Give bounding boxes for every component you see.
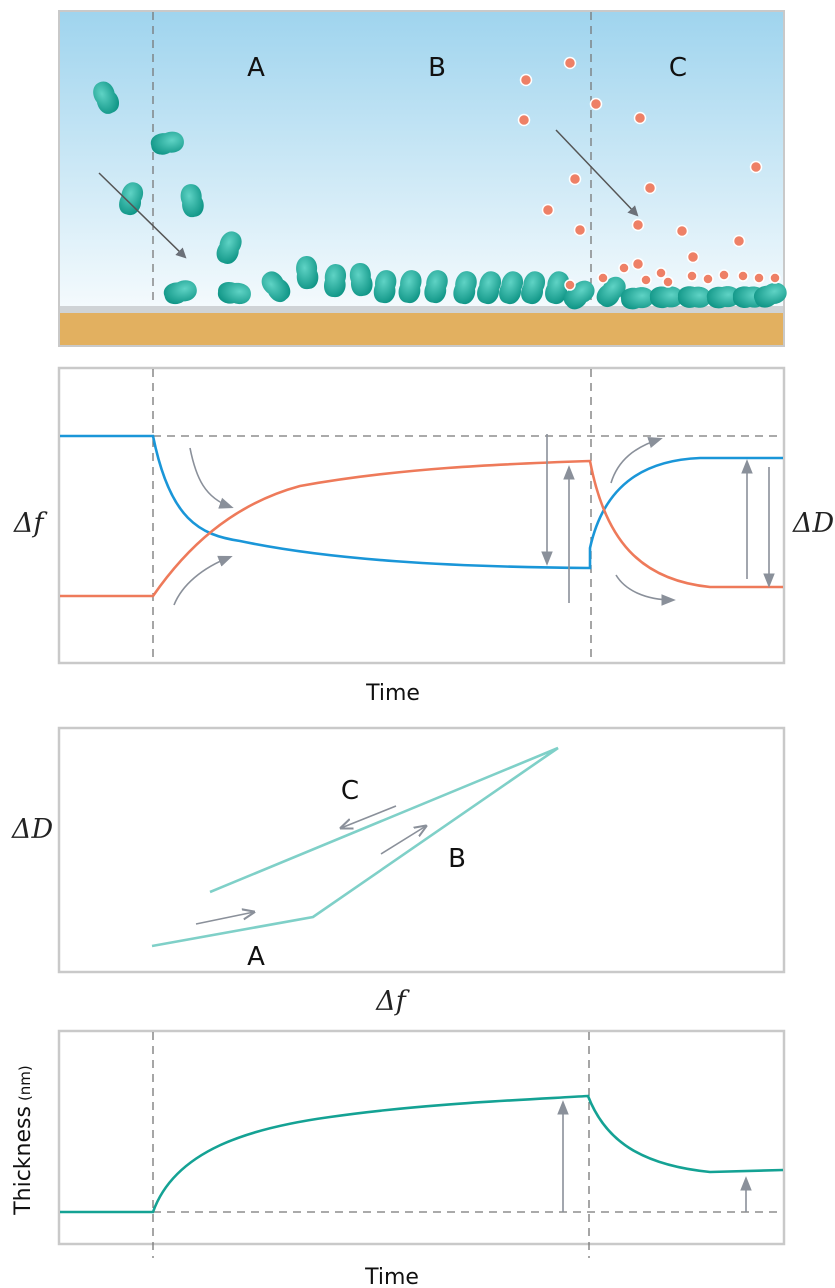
particle bbox=[568, 172, 582, 186]
arrow bbox=[380, 826, 426, 855]
particle bbox=[589, 97, 603, 111]
protein bbox=[620, 287, 654, 310]
frequency-dissipation-panel: Δf ΔD Time bbox=[13, 366, 834, 706]
dissipation-curve bbox=[60, 459, 783, 598]
particle bbox=[519, 73, 533, 87]
protein bbox=[163, 280, 197, 305]
substrate bbox=[60, 313, 783, 345]
panel3-frame bbox=[57, 726, 786, 974]
time-axis-label: Time bbox=[365, 681, 420, 706]
trend-arrows bbox=[195, 805, 426, 925]
arrow bbox=[341, 805, 397, 828]
time-axis-label: Time bbox=[364, 1265, 419, 1288]
particle bbox=[662, 276, 674, 288]
delta-d-label: ΔD bbox=[792, 508, 834, 539]
particle bbox=[732, 234, 746, 248]
trend-arrows bbox=[173, 434, 775, 606]
particle-approach-arrow bbox=[555, 129, 639, 217]
particle bbox=[618, 262, 630, 274]
protein bbox=[545, 271, 570, 305]
protein bbox=[398, 270, 422, 304]
protein bbox=[216, 231, 242, 264]
protein-approach-arrow bbox=[98, 172, 187, 259]
segment-label-a: A bbox=[247, 942, 265, 972]
falling-proteins bbox=[93, 81, 242, 264]
delta-f-label: Δf bbox=[13, 508, 47, 539]
thickness-axis-label: Thickness(nm) bbox=[11, 1065, 36, 1216]
arrow bbox=[610, 437, 663, 484]
particle bbox=[686, 250, 700, 264]
region-label-c: C bbox=[669, 53, 687, 83]
change-arrows bbox=[557, 1100, 752, 1212]
panel4-frame bbox=[57, 1029, 786, 1246]
particle bbox=[633, 111, 647, 125]
particle bbox=[769, 272, 781, 284]
protein bbox=[706, 286, 740, 309]
protein bbox=[521, 271, 546, 305]
panel2-frame bbox=[57, 366, 786, 665]
particle bbox=[753, 272, 765, 284]
adsorbed-proteins bbox=[163, 256, 787, 310]
sensor-surface bbox=[60, 306, 783, 313]
particle bbox=[541, 203, 555, 217]
particle bbox=[702, 273, 714, 285]
adsorption-schematic: A B C bbox=[58, 10, 787, 347]
particle bbox=[686, 270, 698, 282]
particle bbox=[631, 257, 645, 271]
arrow bbox=[189, 447, 234, 509]
thickness-curve bbox=[60, 1094, 784, 1214]
protein bbox=[477, 271, 502, 305]
df-dd-curve bbox=[151, 746, 559, 948]
region-label-a: A bbox=[247, 53, 265, 83]
particle bbox=[597, 272, 609, 284]
protein bbox=[324, 264, 347, 298]
arrow bbox=[615, 574, 676, 606]
thickness-label: Thickness(nm) bbox=[11, 1065, 36, 1216]
particle bbox=[643, 181, 657, 195]
protein bbox=[217, 282, 251, 305]
delta-f-axis-label: Δf bbox=[375, 986, 409, 1017]
protein bbox=[453, 271, 477, 305]
particle bbox=[749, 160, 763, 174]
df-dd-panel: A B C ΔD Δf bbox=[11, 726, 786, 1017]
particle bbox=[737, 270, 749, 282]
protein bbox=[119, 182, 144, 216]
particle bbox=[655, 267, 667, 279]
frequency-curve bbox=[60, 434, 783, 570]
particle bbox=[563, 56, 577, 70]
particle bbox=[640, 274, 652, 286]
protein bbox=[93, 81, 120, 114]
segment-label-b: B bbox=[448, 844, 466, 874]
protein bbox=[754, 282, 787, 308]
protein bbox=[349, 263, 373, 297]
arrow bbox=[173, 555, 233, 606]
region-label-b: B bbox=[428, 53, 446, 83]
particles bbox=[517, 56, 781, 291]
protein bbox=[180, 184, 204, 218]
segment-label-c: C bbox=[341, 776, 359, 806]
particle bbox=[675, 224, 689, 238]
protein bbox=[373, 270, 397, 304]
particle bbox=[564, 279, 576, 291]
protein bbox=[296, 256, 319, 290]
protein bbox=[150, 131, 184, 155]
particle bbox=[573, 223, 587, 237]
protein bbox=[596, 276, 626, 308]
protein bbox=[261, 271, 291, 303]
protein bbox=[424, 270, 448, 304]
protein bbox=[678, 286, 711, 308]
particle bbox=[718, 269, 730, 281]
particle bbox=[517, 113, 531, 127]
arrow bbox=[195, 912, 254, 925]
protein bbox=[499, 271, 524, 305]
particle bbox=[631, 218, 645, 232]
protein bbox=[650, 286, 683, 309]
thickness-panel: Thickness(nm) Time bbox=[11, 1029, 786, 1288]
delta-d-axis-label: ΔD bbox=[11, 814, 53, 845]
